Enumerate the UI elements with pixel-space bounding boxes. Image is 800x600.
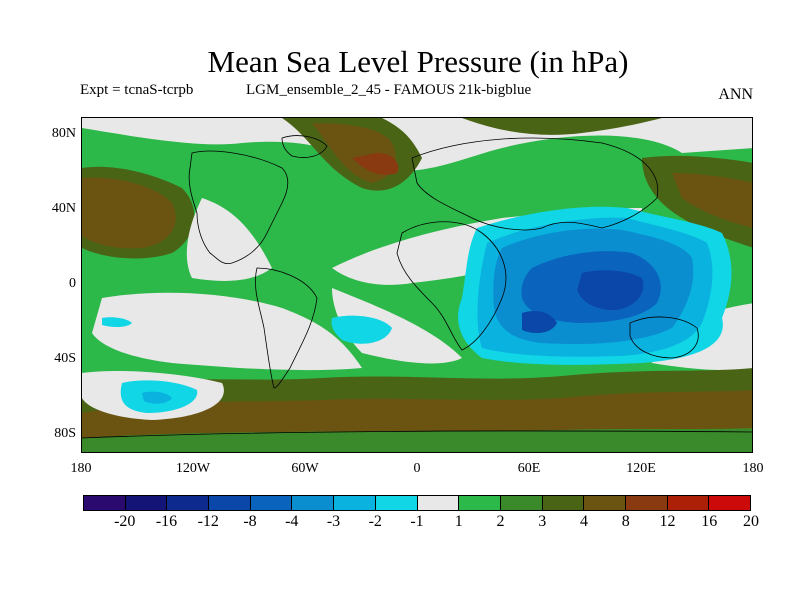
field-south-indian-darkblue xyxy=(522,311,557,334)
colorbar-label: 1 xyxy=(454,513,463,530)
colorbar-swatch xyxy=(500,496,543,510)
plot-title: Mean Sea Level Pressure (in hPa) xyxy=(207,44,629,79)
colorbar-label: -12 xyxy=(197,513,219,530)
field-nw-pacific-brown xyxy=(672,173,752,228)
colorbar-swatch xyxy=(84,496,126,510)
field-north-america-neutral xyxy=(186,198,272,281)
field-south-pacific-neutral xyxy=(92,292,362,371)
field-south-atlantic-neutral xyxy=(332,288,462,364)
colorbar-label: 3 xyxy=(538,513,547,530)
field-indian-ocean-darkblue xyxy=(577,270,644,311)
field-southeast-pacific-lightblue xyxy=(142,391,172,404)
colorbar xyxy=(83,495,751,511)
pressure-map xyxy=(81,117,753,453)
colorbar-swatch xyxy=(459,496,501,510)
run-label: LGM_ensemble_2_45 - FAMOUS 21k-bigblue xyxy=(246,82,532,98)
colorbar-label: 4 xyxy=(580,513,588,530)
colorbar-label: -8 xyxy=(243,513,257,530)
lat-label-40n: 40N xyxy=(51,201,76,216)
colorbar-swatch xyxy=(667,496,710,510)
colorbar-label: 12 xyxy=(659,513,676,530)
north-america-coast xyxy=(188,150,289,265)
colorbar-swatch xyxy=(334,496,376,510)
pressure-map-svg xyxy=(82,118,752,452)
lat-label-80n: 80N xyxy=(51,126,76,141)
lat-label-0: 0 xyxy=(69,276,76,291)
colorbar-label: -20 xyxy=(114,513,136,530)
colorbar-label: -16 xyxy=(155,513,178,530)
field-south-atlantic-cyan xyxy=(331,315,392,344)
colorbar-swatch xyxy=(542,496,585,510)
colorbar-label: 16 xyxy=(701,513,718,530)
colorbar-label: 8 xyxy=(621,513,630,530)
colorbar-swatch xyxy=(125,496,168,510)
colorbar-swatch xyxy=(584,496,626,510)
colorbar-label: 20 xyxy=(743,513,759,530)
field-central-pacific-cyan xyxy=(102,317,132,328)
lat-label-80s: 80S xyxy=(54,426,76,441)
africa-coast xyxy=(396,221,507,351)
field-north-atlantic-redbrown xyxy=(352,153,399,175)
colorbar-label: 2 xyxy=(496,513,505,530)
field-north-pacific-brown xyxy=(82,177,176,249)
experiment-label: Expt = tcnaS-tcrpb xyxy=(80,82,194,98)
colorbar-swatch xyxy=(209,496,251,510)
colorbar-swatch xyxy=(709,496,750,510)
eurasia-coast xyxy=(411,137,659,231)
colorbar-swatch xyxy=(167,496,210,510)
colorbar-swatch xyxy=(625,496,668,510)
lon-label-0: 0 xyxy=(413,461,421,476)
colorbar-label: -3 xyxy=(326,513,341,530)
colorbar-swatch xyxy=(417,496,460,510)
lon-label-120e: 120E xyxy=(626,461,656,476)
colorbar-label: -4 xyxy=(285,513,299,530)
field-antarctic-green xyxy=(82,428,752,452)
antarctica-coast xyxy=(82,430,752,439)
colorbar-swatch xyxy=(292,496,335,510)
lon-label-120w: 120W xyxy=(175,461,211,476)
lon-label-60e: 60E xyxy=(517,461,541,476)
colorbar-swatch xyxy=(250,496,293,510)
lon-label-60w: 60W xyxy=(291,461,319,476)
lon-label-180w: 180 xyxy=(70,461,92,476)
colorbar-label: -2 xyxy=(368,513,382,530)
season-label: ANN xyxy=(718,86,753,103)
colorbar-label: -1 xyxy=(410,513,424,530)
lon-label-180e: 180 xyxy=(742,461,764,476)
colorbar-swatch xyxy=(375,496,418,510)
greenland-coast xyxy=(281,135,328,158)
south-america-coast xyxy=(255,267,318,389)
lat-label-40s: 40S xyxy=(54,351,76,366)
australia-coast xyxy=(629,316,699,359)
coastlines xyxy=(82,135,752,439)
field-siberia-olive xyxy=(462,118,662,135)
